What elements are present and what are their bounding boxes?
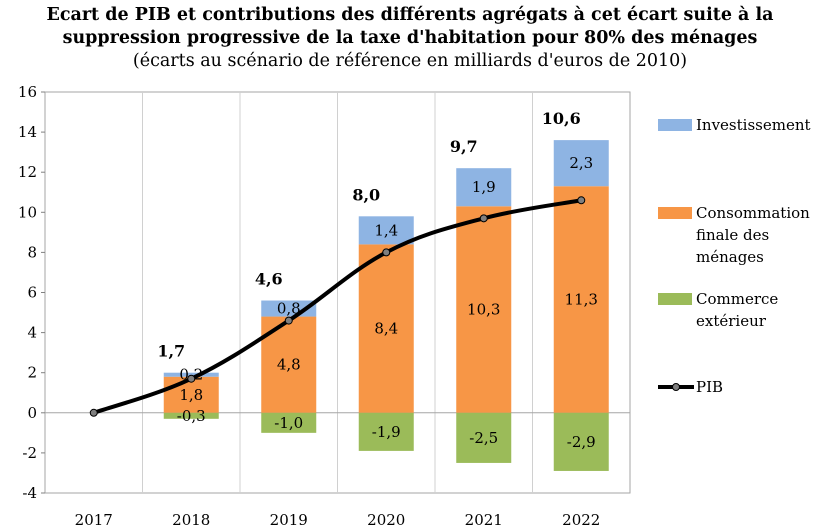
- bar-segment: [553, 412, 609, 471]
- bar-segment: [163, 372, 219, 377]
- y-tick-label: 10: [18, 203, 37, 221]
- bar-data-label: 10,3: [467, 301, 500, 319]
- pib-point: [187, 374, 196, 383]
- y-tick-label: -2: [22, 444, 37, 462]
- bar-data-label: 1,8: [179, 386, 203, 404]
- bar-data-label: -1,0: [274, 414, 303, 432]
- bar-segment: [456, 168, 512, 207]
- pib-point: [577, 196, 586, 205]
- bar-data-label: 11,3: [565, 291, 598, 309]
- total-label: 1,7: [157, 342, 185, 361]
- pib-point: [284, 316, 293, 325]
- bar-data-label: -2,9: [567, 433, 596, 451]
- legend-line-marker: [672, 383, 680, 391]
- x-tick-label: 2019: [270, 511, 308, 528]
- x-tick-label: 2017: [75, 511, 113, 528]
- bar-segment: [358, 244, 414, 413]
- total-label: 10,6: [542, 109, 581, 128]
- y-tick-label: 0: [27, 404, 37, 422]
- legend-swatch: [658, 293, 692, 305]
- chart-title: Ecart de PIB et contributions des différ…: [40, 4, 780, 73]
- chart-title-normal: (écarts au scénario de référence en mill…: [132, 51, 688, 71]
- pib-point: [479, 214, 488, 223]
- bar-segment: [261, 412, 317, 433]
- bar-data-label: -1,9: [372, 423, 401, 441]
- legend-label: PIB: [696, 378, 723, 396]
- bar-segment: [358, 412, 414, 451]
- y-tick-label: 16: [18, 83, 37, 101]
- legend-label: Investissement: [696, 116, 811, 134]
- bar-data-label: 0,8: [277, 300, 301, 318]
- x-tick-label: 2022: [562, 511, 600, 528]
- bar-segment: [456, 206, 512, 413]
- y-tick-label: 8: [27, 243, 37, 261]
- chart-title-bold: Ecart de PIB et contributions des différ…: [46, 5, 774, 48]
- x-tick-label: 2021: [465, 511, 503, 528]
- x-tick-label: 2020: [367, 511, 405, 528]
- total-label: 4,6: [255, 270, 283, 289]
- legend-swatch: [658, 207, 692, 219]
- y-tick-label: 2: [27, 364, 37, 382]
- y-tick-label: 6: [27, 284, 37, 302]
- y-tick-label: 12: [18, 163, 37, 181]
- bar-data-label: 1,4: [374, 221, 398, 239]
- bar-segment: [358, 216, 414, 245]
- bar-data-label: 2,3: [569, 154, 593, 172]
- legend-swatch: [658, 119, 692, 131]
- x-tick-label: 2018: [172, 511, 210, 528]
- bar-segment: [163, 376, 219, 413]
- y-tick-label: 14: [18, 123, 37, 141]
- y-tick-label: -4: [22, 484, 37, 502]
- bar-data-label: 8,4: [374, 320, 398, 338]
- bar-data-label: -0,3: [177, 407, 206, 425]
- bar-segment: [456, 412, 512, 463]
- bar-data-label: 1,9: [472, 178, 496, 196]
- bar-data-label: 4,8: [277, 356, 301, 374]
- total-label: 9,7: [450, 137, 478, 156]
- bar-data-label: 0,2: [179, 366, 203, 384]
- legend-label: Consommation finale des ménages: [696, 204, 810, 266]
- bar-segment: [163, 412, 219, 419]
- pib-point: [89, 408, 98, 417]
- bar-segment: [553, 186, 609, 413]
- legend-label: Commerce extérieur: [696, 290, 778, 330]
- pib-point: [382, 248, 391, 257]
- bar-segment: [553, 140, 609, 187]
- bar-data-label: -2,5: [469, 429, 498, 447]
- y-tick-label: 4: [27, 324, 37, 342]
- total-label: 8,0: [352, 185, 380, 204]
